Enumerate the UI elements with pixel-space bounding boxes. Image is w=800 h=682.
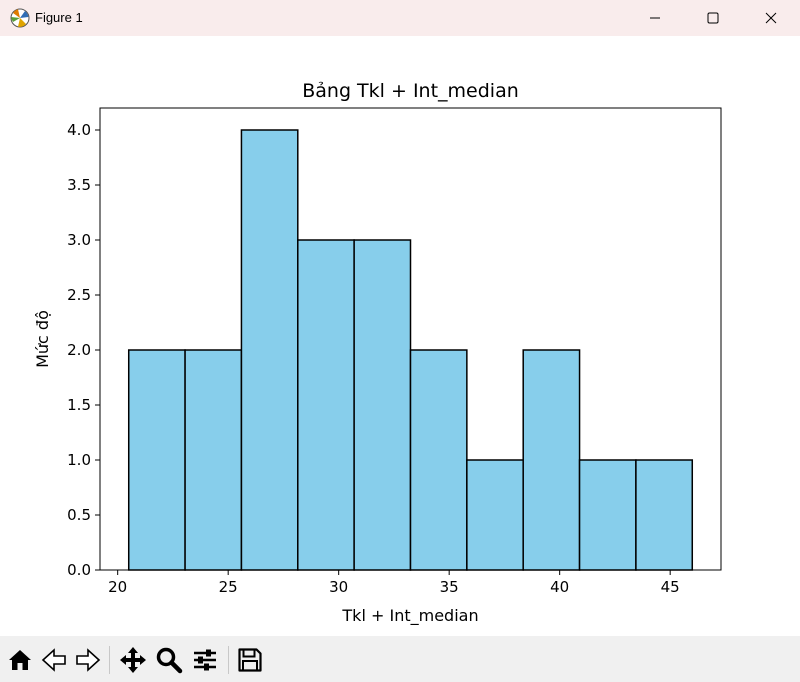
zoom-button[interactable] <box>153 644 185 676</box>
forward-arrow-icon <box>76 648 101 672</box>
matplotlib-logo-icon <box>10 8 30 28</box>
save-icon <box>238 648 262 672</box>
close-icon <box>765 12 777 24</box>
pan-button[interactable] <box>117 644 149 676</box>
histogram-bar <box>240 129 299 571</box>
configure-subplots-icon <box>194 649 216 671</box>
chart-title: Bảng Tkl + Int_median <box>302 80 519 102</box>
zoom-icon <box>156 647 183 674</box>
axes-frame <box>99 107 722 571</box>
x-ticks-group: 20 25 30 35 40 45 <box>108 570 680 596</box>
x-tick-label: 30 <box>329 578 348 596</box>
forward-button[interactable] <box>72 644 104 676</box>
y-tick-label: 0.0 <box>67 561 91 579</box>
x-tick-label: 40 <box>550 578 569 596</box>
toolbar-separator <box>109 646 110 674</box>
histogram-bar <box>127 349 186 571</box>
y-tick-label: 3.5 <box>67 176 91 194</box>
back-arrow-icon <box>41 648 66 672</box>
window-title: Figure 1 <box>35 10 83 25</box>
maximize-icon <box>707 12 719 24</box>
save-button[interactable] <box>234 644 266 676</box>
configure-subplots-button[interactable] <box>189 644 221 676</box>
histogram-bar <box>353 239 412 571</box>
histogram-bar <box>466 459 524 571</box>
y-axis-label: Mức độ <box>33 310 52 368</box>
y-tick-label: 2.5 <box>67 286 91 304</box>
histogram-bar <box>522 349 581 571</box>
histogram-bar <box>297 239 355 571</box>
figure-canvas: 20 25 30 35 40 45 0.0 0.5 1.0 1.5 2.0 2.5 3.0 3.5 4.0… <box>0 36 800 636</box>
y-tick-label: 4.0 <box>67 121 91 139</box>
navigation-toolbar <box>0 636 800 682</box>
minimize-button[interactable] <box>626 0 684 36</box>
home-button[interactable] <box>4 644 36 676</box>
histogram-bar <box>578 459 637 571</box>
x-tick-label: 25 <box>219 578 238 596</box>
y-tick-label: 0.5 <box>67 506 91 524</box>
minimize-icon <box>650 17 660 19</box>
pan-icon <box>120 647 146 673</box>
maximize-button[interactable] <box>684 0 742 36</box>
x-tick-label: 35 <box>440 578 459 596</box>
x-tick-label: 20 <box>108 578 127 596</box>
histogram-bar <box>409 349 468 571</box>
toolbar-separator <box>228 646 229 674</box>
y-tick-label: 1.5 <box>67 396 91 414</box>
y-ticks-group: 0.0 0.5 1.0 1.5 2.0 2.5 3.0 3.5 4.0 <box>67 121 100 579</box>
y-tick-label: 3.0 <box>67 231 91 249</box>
y-tick-label: 1.0 <box>67 451 91 469</box>
y-tick-label: 2.0 <box>67 341 91 359</box>
histogram-bar <box>635 459 694 571</box>
home-icon <box>9 650 31 670</box>
back-button[interactable] <box>38 644 70 676</box>
x-tick-label: 45 <box>661 578 680 596</box>
histogram-chart: 20 25 30 35 40 45 0.0 0.5 1.0 1.5 2.0 2.5 3.0 3.5 4.0… <box>33 80 722 626</box>
close-button[interactable] <box>742 0 800 36</box>
bars-group <box>127 129 694 571</box>
window-titlebar: Figure 1 <box>0 0 800 36</box>
x-axis-label: Tkl + Int_median <box>341 606 478 626</box>
histogram-bar <box>184 349 243 571</box>
